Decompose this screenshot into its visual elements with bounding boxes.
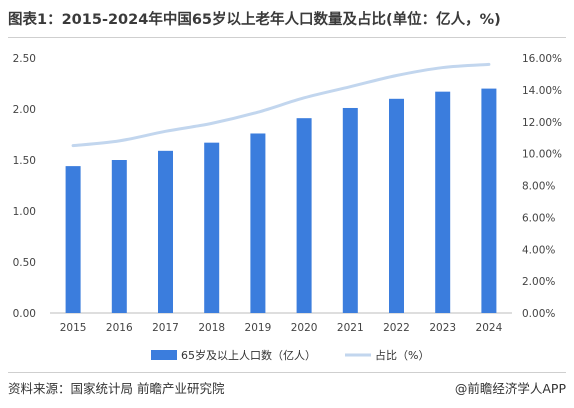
- x-tick-label: 2016: [106, 322, 133, 334]
- bar: [65, 166, 81, 313]
- title-divider: [8, 37, 566, 38]
- y-right-tick-label: 16.00%: [522, 53, 562, 65]
- bar: [435, 91, 451, 313]
- x-tick-label: 2017: [152, 322, 179, 334]
- x-tick-label: 2018: [198, 322, 225, 334]
- bars: [65, 88, 497, 314]
- bar: [158, 150, 173, 313]
- bar: [111, 160, 127, 313]
- legend-bar-label: 65岁及以上人口数（亿人）: [181, 348, 316, 362]
- bar: [481, 88, 497, 313]
- y-right-tick-label: 0.00%: [522, 308, 555, 320]
- chart-title: 图表1：2015-2024年中国65岁以上老年人口数量及占比(单位：亿人，%): [8, 12, 501, 28]
- y-right-tick-label: 2.00%: [522, 276, 555, 288]
- bar: [250, 133, 266, 313]
- x-tick-label: 2023: [429, 322, 456, 334]
- bar: [204, 142, 220, 313]
- x-tick-label: 2021: [337, 322, 364, 334]
- y-right-tick-label: 6.00%: [522, 212, 555, 224]
- ratio-line: [71, 62, 491, 148]
- y-left-tick-label: 0.00: [13, 308, 36, 320]
- source-note: 资料来源：国家统计局 前瞻产业研究院: [8, 381, 225, 396]
- x-tick-label: 2024: [476, 322, 503, 334]
- y-left-tick-label: 2.50: [13, 53, 36, 65]
- bar: [342, 107, 358, 313]
- ratio-line-path: [71, 62, 491, 148]
- brand-credit: @前瞻经济学人APP: [454, 381, 566, 396]
- y-left-tick-label: 2.00: [13, 104, 36, 116]
- x-tick-label: 2022: [383, 322, 410, 334]
- tick-labels: 0.00 0.50 1.00 1.50 2.00 2.50 0.00% 2.00% 4.00% 6…: [13, 53, 562, 334]
- y-left-tick-label: 0.50: [13, 257, 36, 269]
- bar: [296, 118, 312, 314]
- y-right-tick-label: 10.00%: [522, 149, 562, 161]
- legend-line-label: 占比（%）: [375, 348, 429, 362]
- y-left-tick-label: 1.50: [13, 155, 36, 167]
- legend-bar-swatch: [151, 350, 177, 360]
- footer-divider: [8, 372, 566, 373]
- y-right-tick-label: 4.00%: [522, 244, 555, 256]
- y-right-tick-label: 12.00%: [522, 117, 562, 129]
- bar: [389, 98, 404, 313]
- y-right-tick-label: 8.00%: [522, 181, 555, 193]
- y-right-tick-label: 14.00%: [522, 85, 562, 97]
- x-tick-label: 2019: [245, 322, 272, 334]
- legend: 65岁及以上人口数（亿人） 占比（%）: [151, 348, 429, 362]
- x-tick-label: 2015: [60, 322, 87, 334]
- y-left-tick-label: 1.00: [13, 206, 36, 218]
- x-tick-label: 2020: [291, 322, 318, 334]
